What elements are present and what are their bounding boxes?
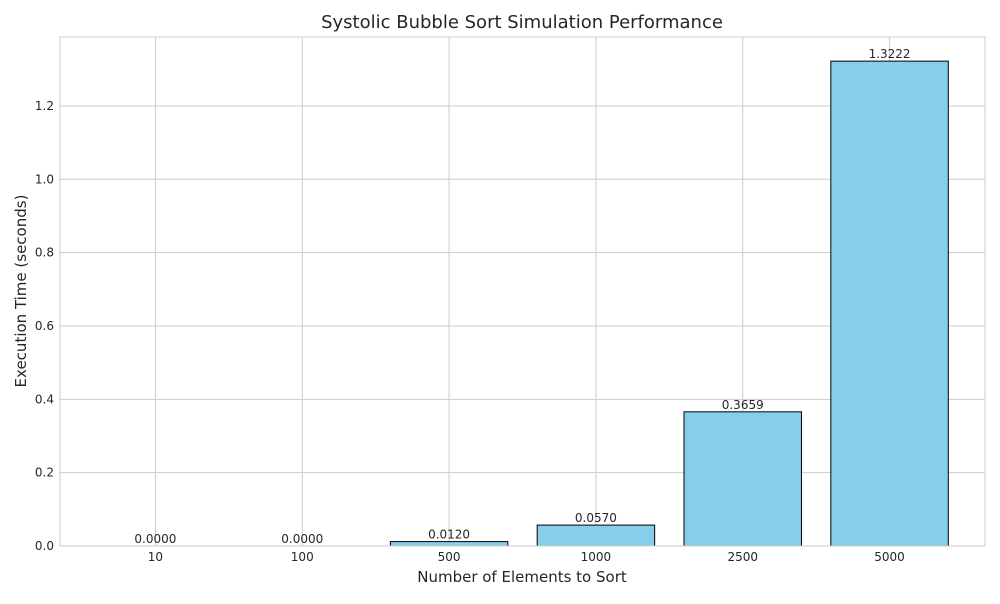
bar-5000 <box>831 61 948 546</box>
x-tick-label: 100 <box>291 550 314 564</box>
y-tick-label: 0.4 <box>35 392 54 406</box>
chart-title: Systolic Bubble Sort Simulation Performa… <box>321 12 723 33</box>
data-label-1000: 0.0570 <box>575 511 617 525</box>
data-label-10: 0.0000 <box>134 532 176 546</box>
y-tick-label: 0.2 <box>35 466 54 480</box>
bars <box>97 61 949 546</box>
x-tick-label: 500 <box>438 550 461 564</box>
data-label-100: 0.0000 <box>281 532 323 546</box>
y-tick-label: 0.6 <box>35 319 54 333</box>
data-label-5000: 1.3222 <box>869 47 911 61</box>
y-tick-label: 0.8 <box>35 246 54 260</box>
y-tick-label: 1.0 <box>35 172 54 186</box>
y-tick-label: 0.0 <box>35 539 54 553</box>
bar-2500 <box>684 412 801 546</box>
x-tick-label: 2500 <box>727 550 758 564</box>
x-tick-label: 1000 <box>581 550 612 564</box>
x-tick-label: 5000 <box>874 550 905 564</box>
data-label-500: 0.0120 <box>428 528 470 542</box>
x-tick-label: 10 <box>148 550 163 564</box>
bar-1000 <box>537 525 654 546</box>
y-axis-label: Execution Time (seconds) <box>12 195 30 388</box>
data-label-2500: 0.3659 <box>722 398 764 412</box>
x-axis-label: Number of Elements to Sort <box>417 568 627 586</box>
bar-500 <box>390 542 507 546</box>
y-tick-label: 1.2 <box>35 99 54 113</box>
